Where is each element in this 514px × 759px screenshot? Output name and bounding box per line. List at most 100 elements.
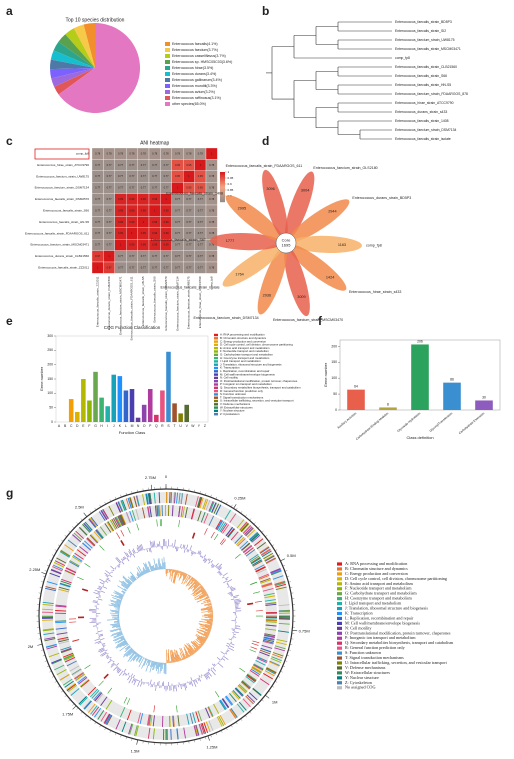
gc-content	[235, 603, 240, 604]
cell-label: 0.77	[95, 231, 101, 235]
gc-content	[108, 660, 112, 663]
gc-skew	[160, 563, 161, 569]
panel-label: b	[262, 4, 269, 18]
cell-label: 0.99	[152, 197, 158, 201]
cell-label: 0.99	[129, 220, 135, 224]
cell-label: 0.77	[141, 174, 147, 178]
cell-label: 0.77	[186, 231, 192, 235]
value-label: 86	[450, 378, 454, 382]
minor-tick	[100, 725, 101, 727]
gc-content	[133, 554, 135, 557]
legend-swatch	[165, 102, 170, 106]
colorbar-step	[220, 181, 225, 183]
gc-content	[122, 562, 124, 565]
gc-content	[99, 635, 103, 636]
minor-tick	[250, 712, 252, 714]
x-tick	[151, 485, 152, 490]
gc-content	[195, 553, 196, 555]
gc-content	[123, 559, 124, 561]
cell-label: 0.77	[175, 208, 181, 212]
cell-label: 0.99	[141, 208, 147, 212]
gc-content	[200, 552, 201, 554]
rna-mark	[176, 705, 177, 712]
legend-swatch	[165, 90, 170, 94]
gc-content	[119, 671, 123, 676]
cell-label: 0.77	[141, 265, 147, 269]
gc-skew	[115, 609, 119, 610]
gc-content	[228, 648, 233, 651]
gene-segment	[159, 492, 160, 503]
bar	[124, 390, 129, 422]
gc-content	[154, 682, 155, 685]
minor-tick	[58, 545, 60, 546]
gc-skew	[140, 656, 141, 657]
gc-content	[127, 558, 129, 561]
bar	[142, 405, 147, 422]
x-tick-label: 2.5M	[75, 504, 84, 509]
cell-label: 0.77	[198, 265, 204, 269]
col-label: Enterococcus_durans_strain_CLB21560	[107, 276, 111, 330]
gc-content	[101, 591, 105, 593]
gc-content	[234, 597, 238, 598]
y-tick-label: 50	[49, 406, 53, 410]
gc-content	[235, 626, 240, 627]
minor-tick	[95, 722, 96, 724]
rrna-mark	[121, 540, 124, 545]
legend-swatch	[337, 637, 342, 640]
gc-content	[194, 680, 195, 682]
gc-content	[131, 674, 133, 677]
cell-label: 0.95	[175, 174, 181, 178]
gc-content	[199, 675, 200, 677]
petal-value: 2995	[238, 207, 246, 211]
legend-swatch	[214, 393, 218, 395]
rna-mark	[204, 528, 207, 534]
legend-swatch	[337, 666, 342, 669]
cell-label: 0.77	[164, 186, 170, 190]
y-tick-label: 100	[47, 391, 53, 395]
bar	[160, 390, 165, 422]
cell-label: 0.77	[118, 254, 124, 258]
x-tick-label: GlycosylTransferases	[429, 411, 454, 433]
colorbar-step	[220, 196, 225, 198]
rna-mark	[121, 530, 124, 536]
gc-content	[141, 679, 142, 681]
gc-content	[100, 638, 104, 640]
minor-tick	[236, 722, 237, 724]
x-tick-label: O	[143, 424, 146, 428]
cell-label: 0.78	[209, 208, 215, 212]
legend-swatch	[214, 400, 218, 402]
legend-label: Enterococcus sp. HMSC05C03(3.6%)	[172, 60, 232, 64]
cell-label: 0.77	[198, 220, 204, 224]
gc-skew	[174, 570, 175, 573]
gc-skew	[207, 595, 208, 596]
gc-content	[229, 639, 232, 640]
gc-content	[223, 581, 226, 583]
rna-mark	[127, 698, 130, 704]
cell-label: 0.99	[118, 231, 124, 235]
legend-swatch	[165, 96, 170, 100]
gc-content	[90, 622, 97, 623]
cell-label: 0.95	[186, 186, 192, 190]
cell-label: 0.77	[107, 231, 113, 235]
gc-content	[133, 675, 134, 678]
legend-label: Enterococcus durans(3.4%)	[172, 72, 216, 76]
gc-content	[112, 572, 113, 573]
legend-swatch	[337, 587, 342, 590]
gc-content	[121, 559, 123, 561]
row-label: Enterococcus_durans_strain_CLB21560	[35, 254, 89, 258]
gc-content	[124, 557, 125, 559]
gc-content	[127, 676, 129, 680]
gene-segment	[42, 609, 53, 610]
cell-label: 0.99	[141, 231, 147, 235]
cell-label: 0.77	[129, 163, 135, 167]
legend-swatch	[337, 567, 342, 570]
y-tick-label: 0	[335, 408, 337, 412]
legend-swatch	[337, 592, 342, 595]
cell-label: 0.77	[107, 186, 113, 190]
gc-content	[211, 560, 213, 562]
rna-mark	[235, 554, 240, 558]
legend-swatch	[165, 72, 170, 76]
gc-content	[126, 674, 127, 676]
rna-mark	[124, 697, 127, 703]
cell-label: 0.77	[107, 243, 113, 247]
